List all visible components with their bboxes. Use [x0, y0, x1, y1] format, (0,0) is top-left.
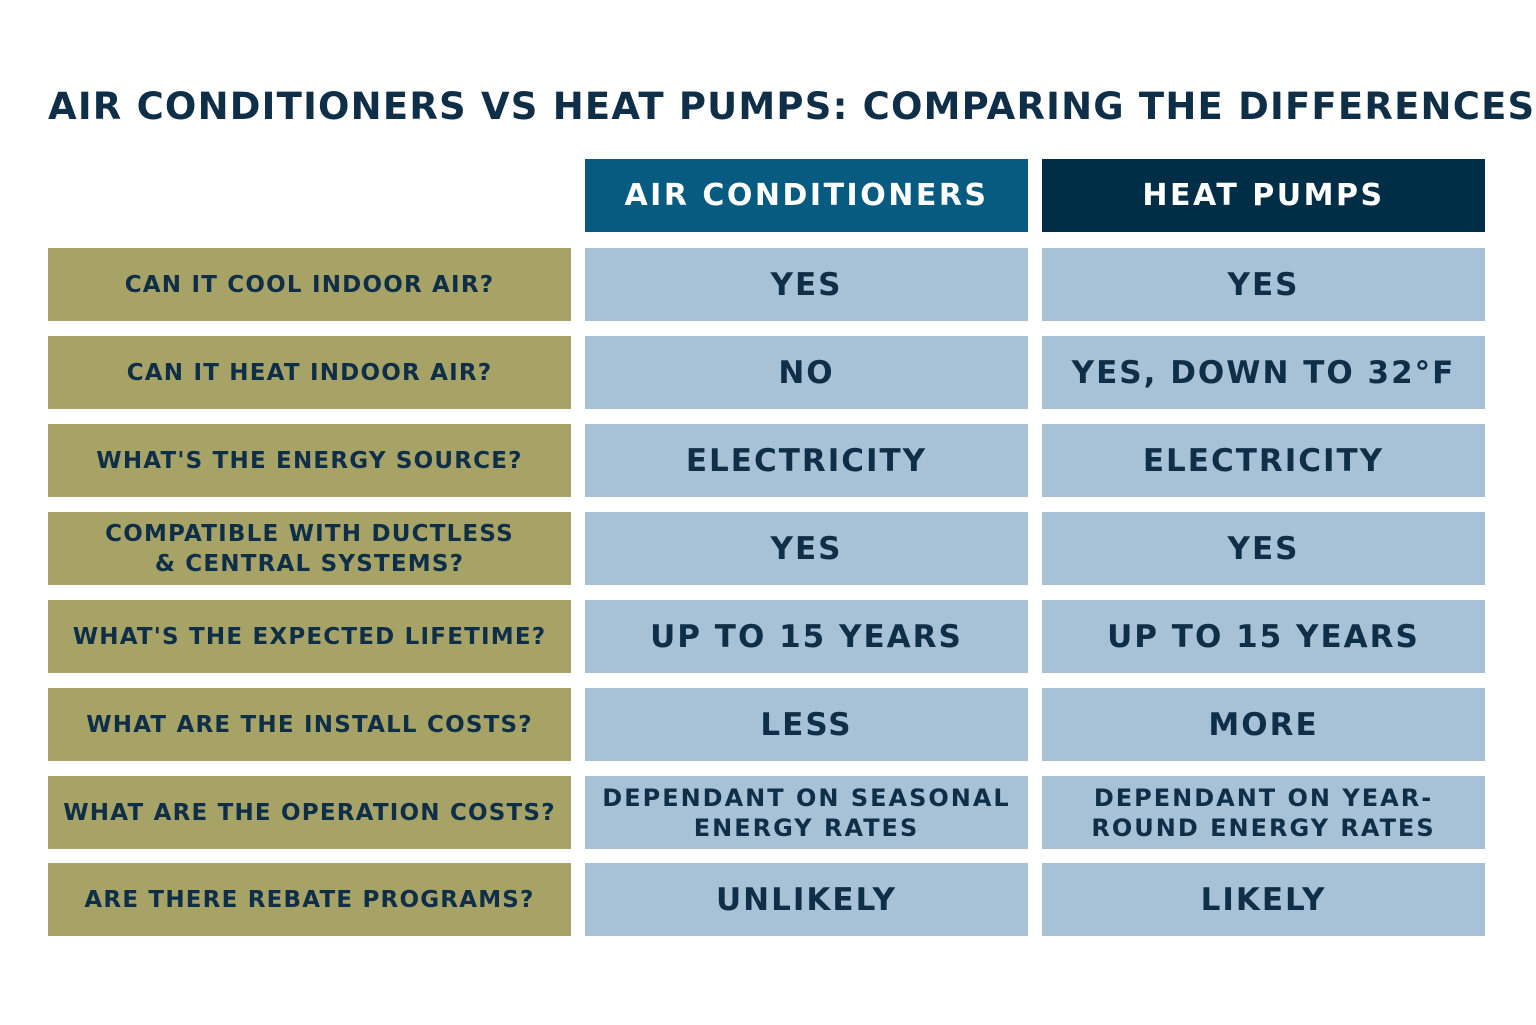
answer-hp-heat: YES, DOWN TO 32°F [1042, 336, 1485, 409]
answer-ac-cool: YES [585, 248, 1028, 321]
answer-ac-lifetime: UP TO 15 YEARS [585, 600, 1028, 673]
answer-hp-lifetime: UP TO 15 YEARS [1042, 600, 1485, 673]
answer-line: YES, DOWN TO 32°F [1071, 354, 1456, 391]
answer-ac-heat: NO [585, 336, 1028, 409]
answer-line: UP TO 15 YEARS [1107, 618, 1420, 655]
answer-hp-cool: YES [1042, 248, 1485, 321]
question-compatible-systems: COMPATIBLE WITH DUCTLESS & CENTRAL SYSTE… [48, 512, 571, 585]
answer-line: LIKELY [1200, 881, 1327, 918]
question-line: CAN IT COOL INDOOR AIR? [124, 271, 495, 298]
question-line: WHAT ARE THE OPERATION COSTS? [63, 799, 556, 826]
question-line: WHAT'S THE ENERGY SOURCE? [96, 447, 523, 474]
answer-line: UNLIKELY [716, 881, 897, 918]
answer-hp-energy-source: ELECTRICITY [1042, 424, 1485, 497]
page-title: AIR CONDITIONERS VS HEAT PUMPS: COMPARIN… [48, 85, 1536, 128]
answer-line: YES [770, 530, 843, 567]
question-line: WHAT'S THE EXPECTED LIFETIME? [72, 623, 547, 650]
answer-line: ELECTRICITY [1142, 442, 1385, 479]
answer-ac-install-costs: LESS [585, 688, 1028, 761]
answer-hp-rebate: LIKELY [1042, 863, 1485, 936]
question-install-costs: WHAT ARE THE INSTALL COSTS? [48, 688, 571, 761]
answer-line: NO [778, 354, 835, 391]
answer-ac-operation-costs: DEPENDANT ON SEASONAL ENERGY RATES [585, 776, 1028, 849]
question-line: & CENTRAL SYSTEMS? [154, 550, 465, 577]
question-energy-source: WHAT'S THE ENERGY SOURCE? [48, 424, 571, 497]
answer-line: YES [1227, 530, 1300, 567]
answer-line: LESS [760, 706, 853, 743]
question-rebate-programs: ARE THERE REBATE PROGRAMS? [48, 863, 571, 936]
column-header-heat-pumps: HEAT PUMPS [1042, 159, 1485, 232]
answer-line: YES [1227, 266, 1300, 303]
answer-hp-operation-costs: DEPENDANT ON YEAR- ROUND ENERGY RATES [1042, 776, 1485, 849]
column-header-air-conditioners: AIR CONDITIONERS [585, 159, 1028, 232]
question-line: CAN IT HEAT INDOOR AIR? [126, 359, 493, 386]
answer-ac-rebate: UNLIKELY [585, 863, 1028, 936]
question-cool-indoor-air: CAN IT COOL INDOOR AIR? [48, 248, 571, 321]
answer-hp-install-costs: MORE [1042, 688, 1485, 761]
answer-line: ENERGY RATES [693, 813, 920, 842]
answer-line: MORE [1208, 706, 1319, 743]
question-heat-indoor-air: CAN IT HEAT INDOOR AIR? [48, 336, 571, 409]
answer-line: UP TO 15 YEARS [650, 618, 963, 655]
question-expected-lifetime: WHAT'S THE EXPECTED LIFETIME? [48, 600, 571, 673]
question-line: COMPATIBLE WITH DUCTLESS [105, 520, 514, 547]
question-line: WHAT ARE THE INSTALL COSTS? [86, 711, 533, 738]
answer-ac-compatible: YES [585, 512, 1028, 585]
answer-line: ROUND ENERGY RATES [1091, 813, 1436, 842]
answer-line: YES [770, 266, 843, 303]
answer-hp-compatible: YES [1042, 512, 1485, 585]
answer-ac-energy-source: ELECTRICITY [585, 424, 1028, 497]
question-operation-costs: WHAT ARE THE OPERATION COSTS? [48, 776, 571, 849]
answer-line: DEPENDANT ON SEASONAL [602, 783, 1011, 812]
question-line: ARE THERE REBATE PROGRAMS? [84, 886, 535, 913]
answer-line: DEPENDANT ON YEAR- [1093, 783, 1434, 812]
answer-line: ELECTRICITY [685, 442, 928, 479]
